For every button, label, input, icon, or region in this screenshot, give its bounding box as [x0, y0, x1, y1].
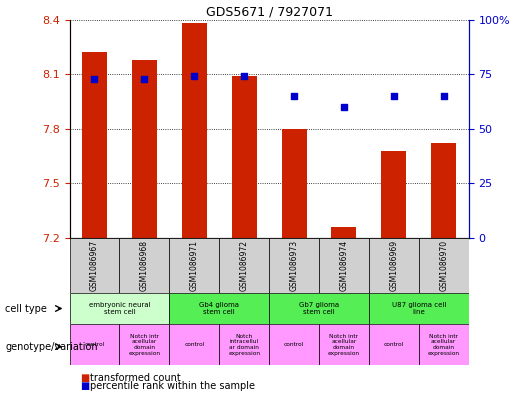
Text: ■: ■: [80, 381, 89, 391]
Bar: [369, 293, 469, 324]
Bar: [381, 151, 406, 238]
Text: Gb4 glioma
stem cell: Gb4 glioma stem cell: [199, 302, 239, 315]
Text: Notch intr
acellular
domain
expression: Notch intr acellular domain expression: [427, 334, 460, 356]
Bar: [82, 52, 107, 238]
Text: ■: ■: [80, 373, 89, 383]
Text: transformed count: transformed count: [90, 373, 181, 383]
Bar: [182, 23, 207, 238]
Bar: [132, 60, 157, 238]
Text: GSM1086974: GSM1086974: [339, 240, 349, 291]
Point: [340, 104, 348, 110]
Text: GSM1086967: GSM1086967: [90, 240, 99, 291]
Title: GDS5671 / 7927071: GDS5671 / 7927071: [205, 6, 333, 18]
Text: percentile rank within the sample: percentile rank within the sample: [90, 381, 255, 391]
Bar: [269, 238, 319, 293]
Bar: [332, 227, 356, 238]
Bar: [119, 324, 169, 365]
Point: [190, 73, 198, 79]
Point: [290, 93, 298, 99]
Text: control: control: [284, 342, 304, 347]
Bar: [219, 324, 269, 365]
Bar: [269, 293, 369, 324]
Text: U87 glioma cell
line: U87 glioma cell line: [391, 302, 446, 315]
Text: control: control: [184, 342, 204, 347]
Point: [240, 73, 248, 79]
Point: [390, 93, 398, 99]
Bar: [70, 238, 119, 293]
Bar: [169, 293, 269, 324]
Text: genotype/variation: genotype/variation: [5, 342, 98, 352]
Point: [140, 75, 148, 82]
Text: control: control: [384, 342, 404, 347]
Bar: [419, 238, 469, 293]
Text: Notch intr
acellular
domain
expression: Notch intr acellular domain expression: [128, 334, 160, 356]
Bar: [169, 324, 219, 365]
Text: Notch intr
acellular
domain
expression: Notch intr acellular domain expression: [328, 334, 360, 356]
Point: [90, 75, 98, 82]
Bar: [70, 293, 169, 324]
Bar: [369, 238, 419, 293]
Bar: [369, 324, 419, 365]
Text: GSM1086968: GSM1086968: [140, 240, 149, 291]
Text: Notch
intracellul
ar domain
expression: Notch intracellul ar domain expression: [228, 334, 260, 356]
Text: Gb7 glioma
stem cell: Gb7 glioma stem cell: [299, 302, 339, 315]
Bar: [169, 238, 219, 293]
Bar: [419, 324, 469, 365]
Point: [440, 93, 448, 99]
Bar: [282, 129, 306, 238]
Bar: [70, 324, 119, 365]
Text: GSM1086971: GSM1086971: [190, 240, 199, 291]
Text: cell type: cell type: [5, 303, 47, 314]
Bar: [319, 238, 369, 293]
Bar: [269, 324, 319, 365]
Text: GSM1086972: GSM1086972: [239, 240, 249, 291]
Bar: [119, 238, 169, 293]
Text: embryonic neural
stem cell: embryonic neural stem cell: [89, 302, 150, 315]
Bar: [319, 324, 369, 365]
Bar: [219, 238, 269, 293]
Text: GSM1086973: GSM1086973: [289, 240, 299, 291]
Bar: [431, 143, 456, 238]
Text: GSM1086970: GSM1086970: [439, 240, 448, 291]
Text: control: control: [84, 342, 105, 347]
Text: GSM1086969: GSM1086969: [389, 240, 398, 291]
Bar: [232, 76, 256, 238]
